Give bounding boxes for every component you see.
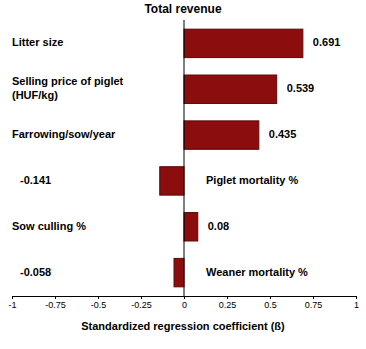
tick-mark (141, 296, 142, 299)
bar (160, 167, 184, 195)
tick: -0.25 (131, 296, 152, 310)
category-label: Farrowing/sow/year (12, 128, 116, 140)
label-line: Piglet mortality % (206, 174, 299, 186)
tick-mark (12, 296, 13, 299)
tick: 0 (182, 296, 187, 310)
bar (184, 75, 277, 103)
data-label: 0.539 (287, 82, 315, 94)
bar (174, 258, 184, 286)
label-line: Weaner mortality % (206, 266, 308, 278)
tick-label: 0.75 (305, 300, 323, 310)
tick: -1 (8, 296, 16, 310)
tick: -0.75 (45, 296, 66, 310)
title: Total revenue (144, 2, 221, 16)
tick-label: 0 (182, 300, 187, 310)
tick: 0.25 (219, 296, 237, 310)
tick-mark (227, 296, 228, 299)
tick-mark (55, 296, 56, 299)
tick-label: -0.25 (131, 300, 152, 310)
tick-mark (356, 296, 357, 299)
tick: 1 (354, 296, 359, 310)
tick-label: 0.25 (219, 300, 237, 310)
tick-mark (270, 296, 271, 299)
bar (184, 29, 303, 57)
data-label: 0.08 (208, 220, 229, 232)
tick-mark (98, 296, 99, 299)
tick-mark (184, 296, 185, 299)
data-label: 0.691 (313, 36, 341, 48)
category-label: Selling price of piglet (HUF/kg) (12, 75, 124, 101)
bar (184, 121, 259, 149)
x-axis: -1 -0.75 -0.5 -0.25 0 0.25 0.5 0.75 1 (8, 296, 359, 310)
tick: 0.5 (264, 296, 277, 310)
category-label: Sow culling % (12, 220, 86, 232)
category-label: Litter size (12, 36, 63, 48)
tick-mark (313, 296, 314, 299)
tick-label: 1 (354, 300, 359, 310)
tick-label: -0.5 (91, 300, 107, 310)
category-label: Weaner mortality % (206, 266, 308, 278)
data-label: 0.435 (269, 128, 297, 140)
tick: -0.5 (91, 296, 107, 310)
data-label: -0.141 (20, 174, 51, 186)
tick: 0.75 (305, 296, 323, 310)
tick-label: 0.5 (264, 300, 277, 310)
label-line: Sow culling % (12, 220, 86, 232)
label-line: Farrowing/sow/year (12, 128, 116, 140)
axis-title: Standardized regression coefficient (ß) (81, 320, 285, 332)
label-line: Litter size (12, 36, 63, 48)
bar (184, 213, 198, 241)
tick-label: -0.75 (45, 300, 66, 310)
zero-line (184, 20, 185, 296)
label-line: Selling price of piglet (12, 75, 124, 87)
category-label: Piglet mortality % (206, 174, 299, 186)
labels: Litter size 0.691 Selling price of piglet (… (12, 36, 340, 277)
bars (160, 29, 303, 287)
label-line: (HUF/kg) (12, 89, 58, 101)
tick-label: -1 (8, 300, 16, 310)
data-label: -0.058 (20, 266, 51, 278)
